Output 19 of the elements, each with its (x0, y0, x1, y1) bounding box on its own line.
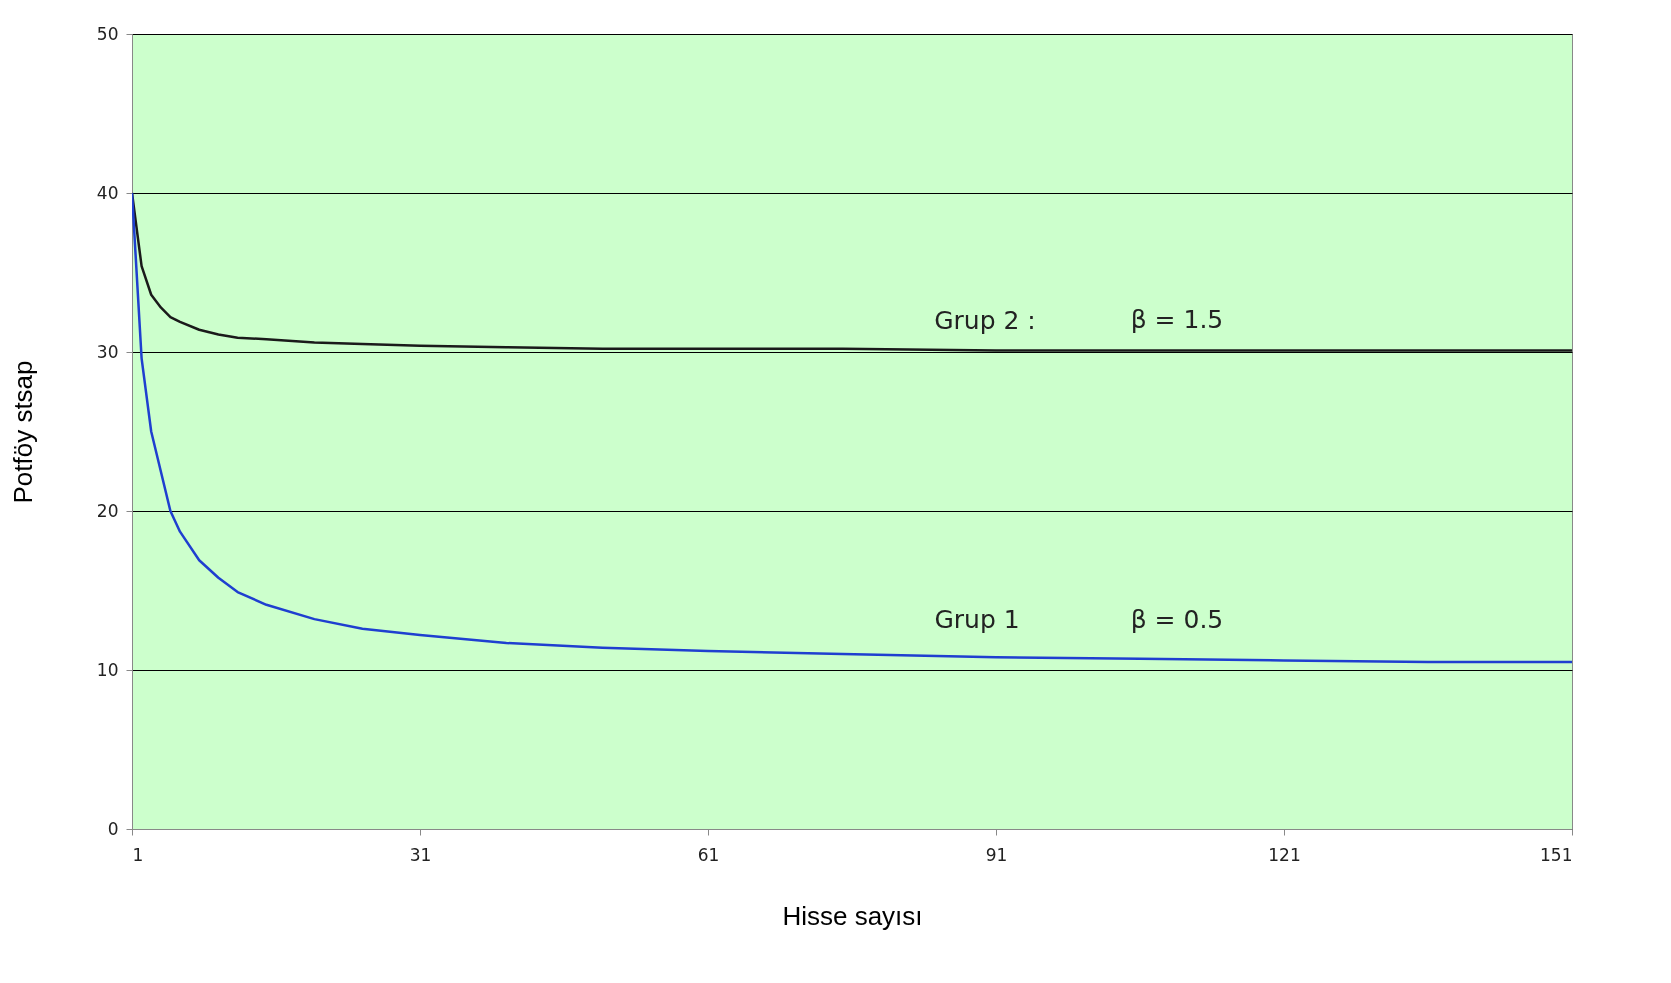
x-axis-title: Hisse sayısı (782, 900, 923, 931)
x-tick-label: 151 (1540, 844, 1573, 865)
line-series (132, 191, 1572, 664)
y-axis-title: Potföy stsap (7, 360, 38, 504)
y-tick-label: 40 (96, 182, 119, 203)
x-tick-label: 91 (985, 844, 1008, 865)
x-tick-label: 1 (132, 844, 144, 865)
y-tick-label: 20 (96, 500, 119, 521)
x-tick-label: 121 (1268, 844, 1301, 865)
annotation: β = 0.5 (1130, 605, 1224, 634)
annotation: Grup 2 : (934, 306, 1036, 335)
x-tick-label: 61 (697, 844, 720, 865)
x-tick-label: 31 (409, 844, 432, 865)
y-tick-label: 30 (96, 341, 119, 362)
y-tick-label: 10 (96, 659, 119, 680)
y-tick-label: 0 (107, 818, 119, 839)
annotation: Grup 1 (934, 605, 1020, 634)
y-tick-label: 50 (96, 23, 119, 44)
annotation: β = 1.5 (1130, 305, 1224, 334)
